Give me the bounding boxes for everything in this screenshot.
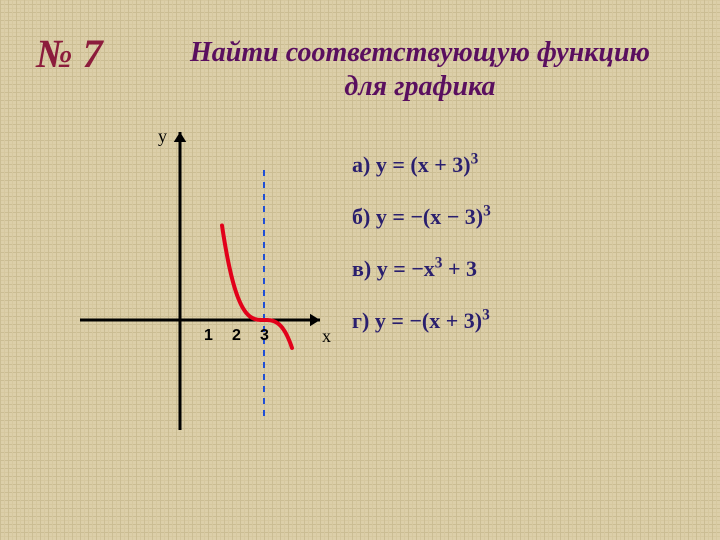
option-key: в) xyxy=(352,256,377,281)
option-expr-tail: + 3 xyxy=(443,256,478,281)
x-tick-label: 3 xyxy=(260,327,269,344)
option-expr: y = −(x + 3) xyxy=(375,308,482,333)
option-в: в) y = −x3 + 3 xyxy=(352,256,477,282)
y-axis-label: y xyxy=(158,126,167,146)
option-а: а) y = (x + 3)3 xyxy=(352,152,478,178)
option-expr: y = −(x − 3) xyxy=(376,204,483,229)
option-key: г) xyxy=(352,308,375,333)
option-г: г) y = −(x + 3)3 xyxy=(352,308,490,334)
option-exponent: 3 xyxy=(435,255,443,272)
option-key: а) xyxy=(352,152,376,177)
option-exponent: 3 xyxy=(483,203,491,220)
option-expr: y = −x xyxy=(377,256,435,281)
option-exponent: 3 xyxy=(482,307,490,324)
x-tick-label: 1 xyxy=(204,327,213,344)
option-б: б) y = −(x − 3)3 xyxy=(352,204,491,230)
problem-number: № 7 xyxy=(36,30,103,77)
function-graph: y x 1 2 3 xyxy=(60,120,340,440)
x-axis-label: x xyxy=(322,326,331,346)
option-expr: y = (x + 3) xyxy=(376,152,471,177)
problem-title: Найти соответствующую функцию для график… xyxy=(150,36,690,103)
option-exponent: 3 xyxy=(471,151,479,168)
x-tick-label: 2 xyxy=(232,327,241,344)
option-key: б) xyxy=(352,204,376,229)
